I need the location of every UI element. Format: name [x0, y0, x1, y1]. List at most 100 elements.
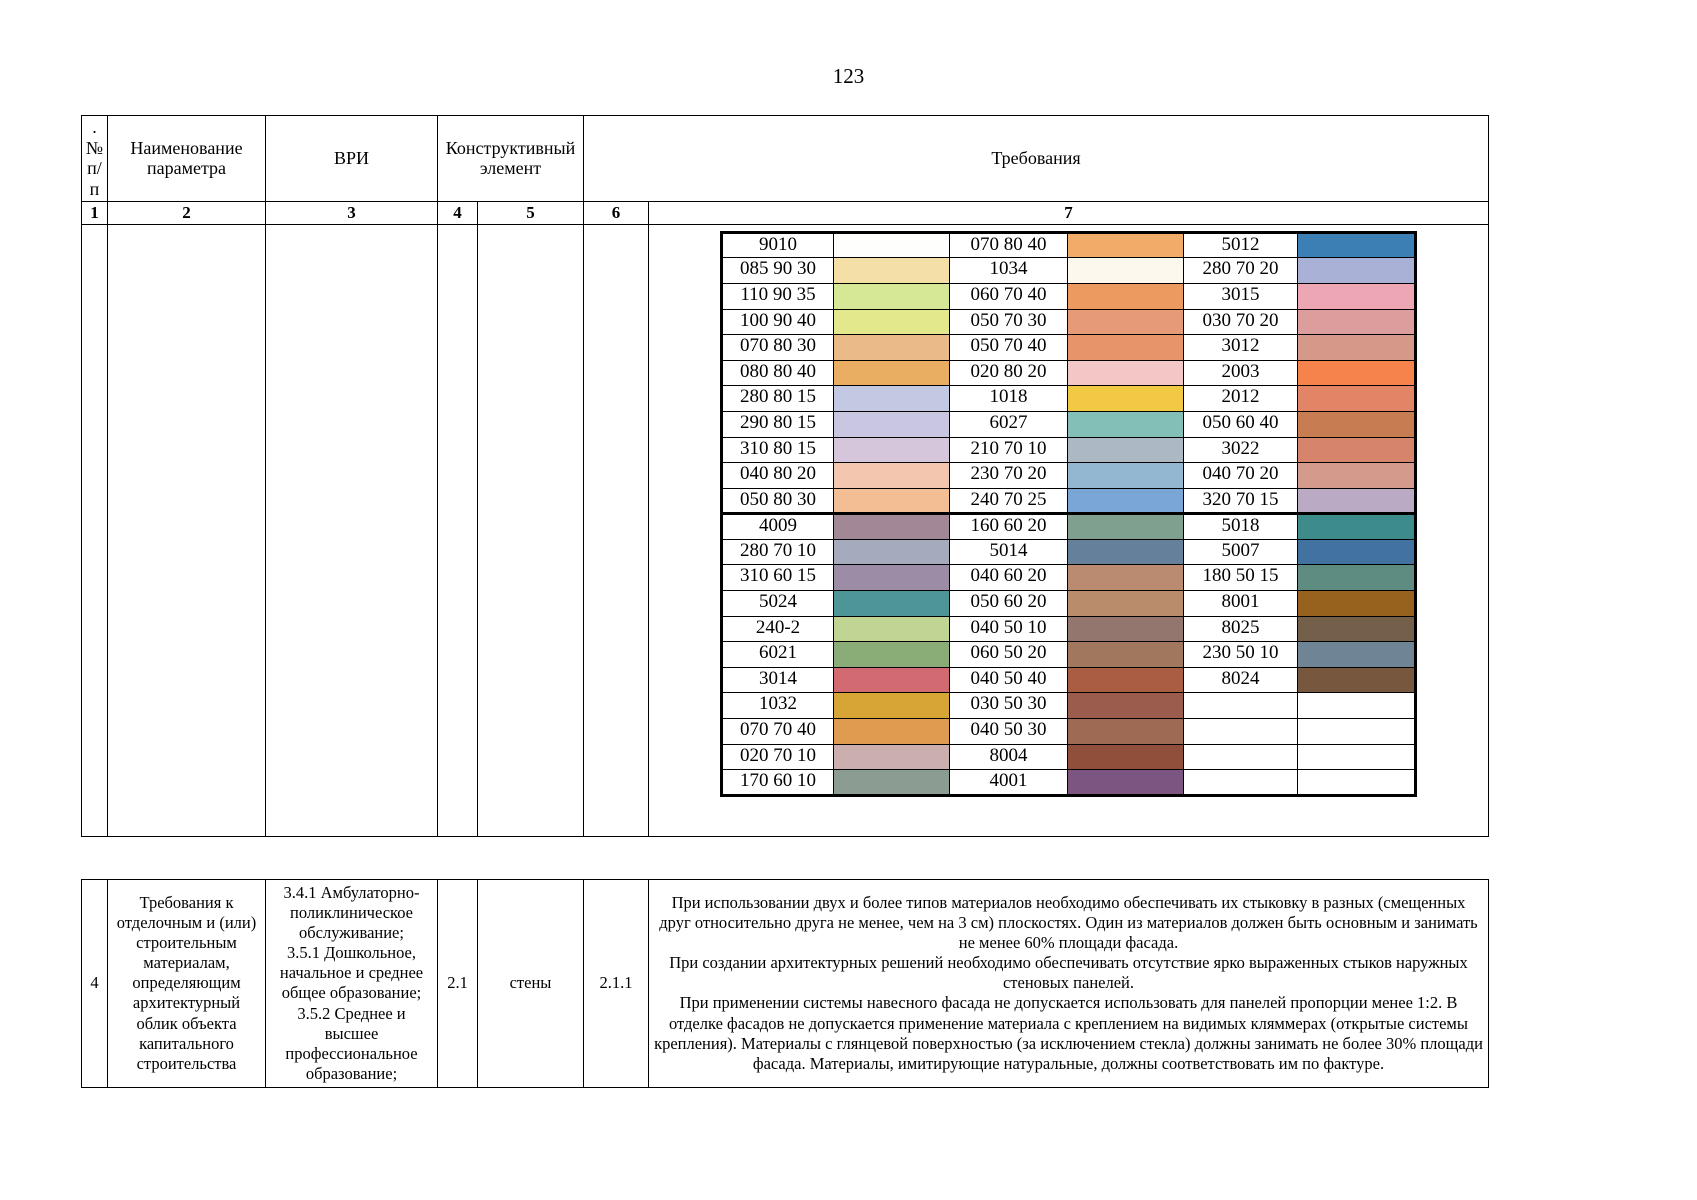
ral-code: 310 80 15 [721, 436, 835, 464]
ral-code [1183, 769, 1299, 796]
ral-code: 060 70 40 [949, 282, 1069, 310]
parameters-table: .№ п/п Наименование параметра ВРИ Констр… [81, 115, 1489, 837]
ral-code: 6021 [721, 641, 835, 668]
empty-swatch [1297, 718, 1417, 745]
color-swatch [1067, 334, 1185, 361]
ral-code: 1034 [949, 257, 1069, 284]
color-table-row: 240-2 040 50 10 8025 [721, 615, 1417, 643]
color-swatch [1297, 231, 1417, 259]
ral-code: 3015 [1183, 282, 1299, 310]
ral-code: 020 80 20 [949, 359, 1069, 387]
color-swatch [833, 257, 951, 284]
color-table-row: 310 60 15 040 60 20 180 50 15 [721, 564, 1417, 592]
color-swatch [833, 615, 951, 643]
row-number-cell: 4 [81, 878, 108, 1089]
ral-code: 5018 [1183, 512, 1299, 540]
column-number: 7 [648, 200, 1489, 225]
empty-swatch [1297, 743, 1417, 771]
color-table-row: 040 80 20 230 70 20 040 70 20 [721, 462, 1417, 489]
color-table-row: 085 90 30 1034 280 70 20 [721, 257, 1417, 284]
ral-code: 280 80 15 [721, 385, 835, 412]
ral-code: 080 80 40 [721, 359, 835, 387]
ral-code: 4009 [721, 512, 835, 540]
ral-code: 280 70 20 [1183, 257, 1299, 284]
color-swatch [1067, 436, 1185, 464]
color-swatch [1297, 564, 1417, 592]
ral-code: 070 70 40 [721, 718, 835, 745]
color-table-row: 020 70 10 8004 [721, 743, 1417, 771]
empty-cell [81, 223, 108, 837]
ral-code: 4001 [949, 769, 1069, 796]
ral-code: 170 60 10 [721, 769, 835, 796]
color-swatch [1067, 743, 1185, 771]
color-swatch [1067, 282, 1185, 310]
color-swatch [833, 590, 951, 617]
ral-code: 2012 [1183, 385, 1299, 412]
color-table-body: 9010 070 80 40 5012 085 90 30 1034 280 70 20 1… [721, 231, 1417, 796]
column-number: 3 [265, 200, 438, 225]
ral-code: 1018 [949, 385, 1069, 412]
color-swatch [1297, 359, 1417, 387]
color-swatch [833, 231, 951, 259]
ral-code: 280 70 10 [721, 538, 835, 566]
ral-code: 240-2 [721, 615, 835, 643]
ral-code: 040 50 40 [949, 666, 1069, 694]
color-table-row: 4009 160 60 20 5018 [721, 512, 1417, 540]
color-swatch [1297, 487, 1417, 515]
color-swatch [1067, 231, 1185, 259]
color-table-row: 080 80 40 020 80 20 2003 [721, 359, 1417, 387]
color-table-row: 100 90 40 050 70 30 030 70 20 [721, 308, 1417, 336]
color-table-row: 290 80 15 6027 050 60 40 [721, 410, 1417, 438]
color-swatch [1297, 385, 1417, 412]
color-swatch [833, 410, 951, 438]
color-swatch [1067, 257, 1185, 284]
color-swatch [1067, 692, 1185, 720]
ral-code: 3014 [721, 666, 835, 694]
color-swatch [1067, 718, 1185, 745]
ral-code: 8024 [1183, 666, 1299, 694]
empty-swatch [1297, 692, 1417, 720]
column-number: 2 [107, 200, 266, 225]
color-swatch [833, 692, 951, 720]
empty-cell [265, 223, 438, 837]
ral-code: 8001 [1183, 590, 1299, 617]
header-vri: ВРИ [265, 115, 438, 202]
color-table-row: 1032 030 50 30 [721, 692, 1417, 720]
color-table-row: 9010 070 80 40 5012 [721, 231, 1417, 259]
color-swatch [833, 564, 951, 592]
ral-code: 040 60 20 [949, 564, 1069, 592]
color-swatch [1297, 436, 1417, 464]
ral-code: 050 60 40 [1183, 410, 1299, 438]
color-table-row: 070 80 30 050 70 40 3012 [721, 334, 1417, 361]
header-requirements: Требования [583, 115, 1489, 202]
ral-code: 050 80 30 [721, 487, 835, 515]
ral-code [1183, 743, 1299, 771]
color-swatch [1297, 308, 1417, 336]
ral-code: 5012 [1183, 231, 1299, 259]
ral-code: 085 90 30 [721, 257, 835, 284]
ral-code: 8025 [1183, 615, 1299, 643]
ral-code: 050 70 30 [949, 308, 1069, 336]
ral-code: 040 70 20 [1183, 462, 1299, 489]
color-swatch [1297, 512, 1417, 540]
ral-code: 180 50 15 [1183, 564, 1299, 592]
ral-code: 020 70 10 [721, 743, 835, 771]
color-swatch [833, 334, 951, 361]
element-name-cell: стены [477, 878, 584, 1089]
ral-code: 8004 [949, 743, 1069, 771]
color-swatch [1067, 666, 1185, 694]
requirement-code-cell: 2.1.1 [583, 878, 649, 1089]
ral-code: 070 80 30 [721, 334, 835, 361]
column-number: 4 [437, 200, 478, 225]
color-swatch [1067, 308, 1185, 336]
color-swatch [833, 718, 951, 745]
color-table-row: 280 70 10 5014 5007 [721, 538, 1417, 566]
ral-code: 5024 [721, 590, 835, 617]
ral-code: 040 50 10 [949, 615, 1069, 643]
color-swatch [833, 769, 951, 796]
ral-code: 5014 [949, 538, 1069, 566]
color-table: 9010 070 80 40 5012 085 90 30 1034 280 70 20 1… [720, 230, 1418, 797]
ral-code: 050 70 40 [949, 334, 1069, 361]
color-swatch [1067, 590, 1185, 617]
color-swatch [1067, 538, 1185, 566]
